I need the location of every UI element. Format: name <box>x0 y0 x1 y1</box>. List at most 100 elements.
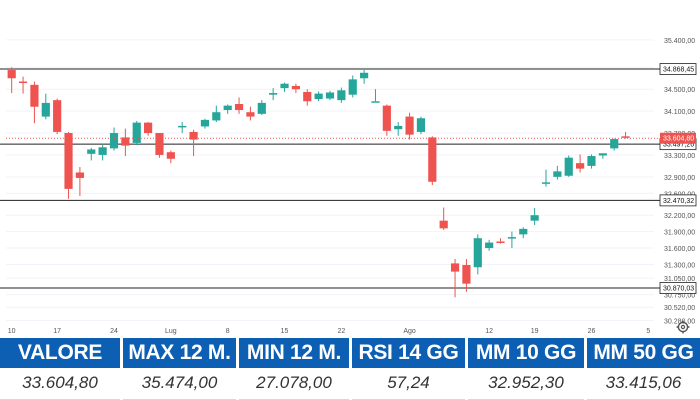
candle-body <box>405 116 414 135</box>
candle-body <box>325 92 335 99</box>
y-tick-label: 31.900,00 <box>664 230 695 237</box>
stat-min-12m: MIN 12 M. 27.078,00 <box>239 338 349 400</box>
candle-body <box>189 131 198 140</box>
candle-body <box>587 156 596 166</box>
stat-value: 35.474,00 <box>123 367 236 400</box>
y-tick-label: 32.200,00 <box>664 213 695 220</box>
stat-rsi-14gg: RSI 14 GG 57,24 <box>352 338 465 400</box>
candle-body <box>7 70 16 79</box>
x-tick-label: 5 <box>646 328 650 335</box>
stat-label: VALORE <box>0 338 120 368</box>
candle-body <box>200 119 210 127</box>
candlestick-chart[interactable]: 35.400,0034.900,0034.500,0034.100,0033.7… <box>0 0 700 338</box>
level-label-box <box>659 282 697 294</box>
stat-label: MM 50 GG <box>587 338 700 368</box>
candle-body <box>87 149 96 154</box>
candle-body <box>280 83 289 89</box>
y-tick-label: 30.750,00 <box>664 293 695 300</box>
candle-body <box>507 237 516 239</box>
stat-label: MM 10 GG <box>468 338 584 368</box>
candle-body <box>462 265 471 284</box>
candle-body <box>337 90 346 101</box>
x-tick-label: 15 <box>281 328 289 335</box>
candle-body <box>371 101 380 103</box>
candle-body <box>621 136 630 138</box>
y-tick-label: 34.500,00 <box>664 87 695 94</box>
level-label-box <box>659 63 697 75</box>
candle-body <box>75 172 84 178</box>
candle-body <box>416 118 426 132</box>
candle-body <box>314 93 323 100</box>
candle-body <box>30 84 39 107</box>
x-tick-label: 24 <box>110 328 118 335</box>
candle-body <box>576 163 585 169</box>
candle-body <box>234 103 244 111</box>
candle-body <box>53 100 62 132</box>
candle-body <box>519 228 528 235</box>
level-label-box <box>659 194 697 207</box>
stat-mm-50gg: MM 50 GG 33.415,06 <box>587 338 700 400</box>
x-tick-label: Lug <box>165 328 177 335</box>
gear-icon[interactable] <box>676 320 690 334</box>
candle-body <box>144 122 153 134</box>
stat-valore: VALORE 33.604,80 <box>0 338 120 400</box>
x-tick-label: 22 <box>337 328 345 335</box>
y-tick-label: 30.280,00 <box>664 318 695 325</box>
candle-body <box>132 122 141 143</box>
candle-body <box>64 133 73 189</box>
stat-value: 33.415,06 <box>587 367 700 400</box>
level-label: 34.868,45 <box>663 67 694 74</box>
y-tick-label: 31.600,00 <box>664 246 695 253</box>
stat-max-12m: MAX 12 M. 35.474,00 <box>123 338 236 400</box>
y-tick-label: 33.300,00 <box>664 153 695 160</box>
stat-value: 27.078,00 <box>239 367 349 400</box>
candle-body <box>178 125 187 128</box>
price-chart[interactable]: 35.400,0034.900,0034.500,0034.100,0033.7… <box>0 0 700 338</box>
candle-body <box>496 241 505 243</box>
x-tick-label: 19 <box>531 328 539 335</box>
candle-body <box>485 242 494 249</box>
candle-body <box>121 137 130 146</box>
x-tick-label: 8 <box>226 328 230 335</box>
y-tick-label: 35.400,00 <box>664 38 695 45</box>
candle-body <box>303 91 312 102</box>
stat-label: RSI 14 GG <box>352 338 465 368</box>
y-tick-label: 34.100,00 <box>664 109 695 116</box>
stat-value: 57,24 <box>352 367 465 400</box>
candle-body <box>541 182 551 184</box>
last-price-box <box>660 132 696 144</box>
stat-mm-10gg: MM 10 GG 32.952,30 <box>468 338 584 400</box>
candle-body <box>155 133 164 155</box>
y-tick-label: 31.050,00 <box>664 276 695 283</box>
candle-body <box>382 105 391 131</box>
candle-body <box>473 238 482 268</box>
y-tick-label: 31.300,00 <box>664 262 695 269</box>
candle-body <box>269 93 278 95</box>
stat-label: MIN 12 M. <box>239 338 349 368</box>
candle-body <box>564 157 573 176</box>
candle-body <box>428 137 437 182</box>
stat-value: 32.952,30 <box>468 367 584 400</box>
candle-body <box>598 153 607 156</box>
candle-body <box>394 125 403 130</box>
stat-value: 33.604,80 <box>0 367 120 400</box>
x-tick-label: 26 <box>588 328 596 335</box>
candle-body <box>212 112 221 121</box>
y-tick-label: 30.520,00 <box>664 305 695 312</box>
candle-body <box>610 139 619 149</box>
candle-body <box>439 220 448 229</box>
candle-body <box>348 79 357 95</box>
candle-body <box>360 72 369 79</box>
x-tick-label: 10 <box>8 328 16 335</box>
candle-body <box>450 263 460 272</box>
candle-body <box>18 81 28 84</box>
candle-body <box>530 215 539 221</box>
y-tick-label: 32.900,00 <box>664 175 695 182</box>
candle-body <box>109 133 119 149</box>
candle-body <box>257 102 266 114</box>
candle-body <box>41 102 50 117</box>
level-label: 32.470,32 <box>663 198 694 205</box>
level-label: 33.497,26 <box>663 142 694 149</box>
x-tick-label: 17 <box>53 328 61 335</box>
candle-body <box>223 105 232 111</box>
